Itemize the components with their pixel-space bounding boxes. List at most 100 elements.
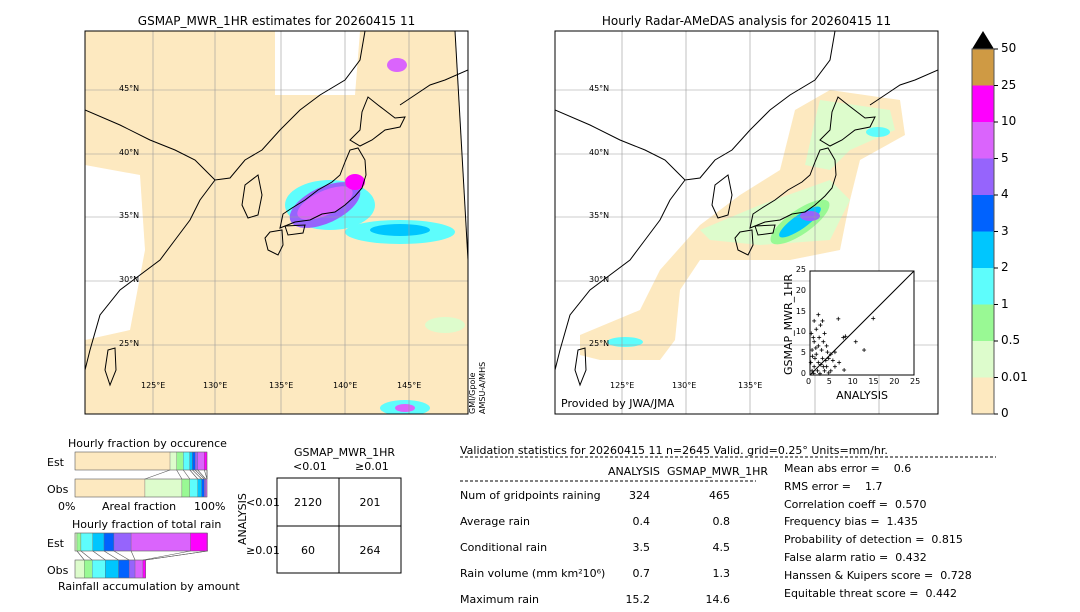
lat-label: 45°N: [119, 84, 140, 93]
fraction-segment: [74, 559, 85, 579]
scatter-point: [813, 345, 818, 350]
lon-label: 135°E: [738, 381, 763, 390]
scatter-point: [817, 335, 822, 340]
fraction-segment: [74, 478, 146, 498]
lat-label: 35°N: [589, 211, 610, 220]
stat-label: Num of gridpoints raining: [460, 489, 601, 502]
fraction-segment: [189, 451, 193, 471]
scatter-point: [817, 371, 822, 376]
lon-label: 130°E: [672, 381, 697, 390]
lon-label: 140°E: [333, 381, 358, 390]
scatter-point: [832, 350, 837, 355]
x-tick: 5: [826, 377, 832, 386]
scatter-point: [812, 364, 817, 369]
est-label: Est: [47, 456, 64, 469]
scatter-point: [836, 316, 841, 321]
fraction-segment: [76, 532, 82, 552]
scatter-point: [824, 343, 829, 348]
colorbar-tick: 0: [1001, 406, 1009, 420]
lon-label: 135°E: [269, 381, 294, 390]
lat-label: 25°N: [589, 339, 610, 348]
score: RMS error = 1.7: [784, 479, 883, 493]
fraction-segment: [142, 559, 146, 579]
fraction-segment: [113, 532, 132, 552]
stat-analysis: 15.2: [625, 593, 651, 606]
scatter-plot: [808, 270, 915, 376]
fraction-segment: [118, 559, 130, 579]
stat-label: Maximum rain: [460, 593, 539, 606]
scatter-point: [822, 368, 827, 373]
contingency-grid: [276, 477, 402, 574]
stat-label: Rain volume (mm km²10⁶): [460, 567, 606, 580]
fraction-segment: [105, 559, 119, 579]
scatter-point: [820, 318, 825, 323]
colorbar-tick: 2: [1001, 260, 1009, 274]
lat-label: 25°N: [119, 339, 140, 348]
y-tick: 5: [800, 348, 806, 358]
stat-label: Average rain: [460, 515, 530, 528]
obs-label: Obs: [47, 483, 69, 496]
scatter-point: [822, 331, 827, 336]
fraction-segment: [144, 478, 183, 498]
lat-label: 30°N: [589, 275, 610, 284]
fraction-segment: [204, 478, 206, 498]
score: False alarm ratio = 0.432: [784, 551, 927, 564]
col-label: ≥0.01: [355, 460, 389, 473]
stat-analysis: 324: [629, 489, 650, 502]
scatter-point: [826, 370, 831, 375]
obs-label: Obs: [47, 564, 69, 577]
stat-analysis: 0.4: [632, 515, 651, 528]
scatter-point: [843, 334, 848, 339]
colorbar-bin: [972, 122, 994, 159]
scatter-xlabel: ANALYSIS: [836, 389, 888, 402]
credit-label: Provided by JWA/JMA: [561, 397, 675, 410]
fraction-segment: [183, 451, 190, 471]
sensor-label: GMI/Gpole: [468, 372, 477, 414]
rain-title: Hourly fraction of total rain: [72, 518, 222, 531]
occurrence-xlabel: Areal fraction: [102, 500, 177, 513]
scatter-point: [842, 368, 847, 373]
scatter-point: [828, 352, 833, 357]
fraction-segment: [134, 559, 144, 579]
colorbar-bin: [972, 341, 994, 378]
lon-label: 125°E: [141, 381, 166, 390]
scatter-point: [814, 352, 819, 357]
y-tick: 0: [800, 369, 806, 378]
fraction-segment: [176, 451, 184, 471]
scatter-point: [862, 348, 867, 353]
fraction-segment: [204, 451, 208, 471]
scatter-point: [853, 339, 858, 344]
scatter-point: [818, 362, 823, 367]
score: Probability of detection = 0.815: [784, 533, 963, 547]
x-tick-100: 100%: [194, 500, 226, 513]
scatter-point: [825, 350, 830, 355]
lat-label: 30°N: [119, 275, 140, 284]
scatter-point: [821, 339, 826, 344]
x-tick: 15: [868, 377, 879, 386]
scatter-point: [812, 318, 817, 323]
scatter-point: [810, 348, 815, 353]
stat-gsmap: 4.5: [712, 541, 731, 554]
lon-label: 130°E: [203, 381, 228, 390]
row-label: ≥0.01: [246, 544, 280, 557]
scatter-point: [816, 343, 821, 348]
left-map: [85, 31, 468, 414]
colorbar-tick: 4: [1001, 187, 1009, 201]
colorbar-tick: 50: [1001, 41, 1017, 55]
scatter-point: [809, 331, 814, 336]
scatter-point: [871, 316, 876, 321]
scatter-point: [837, 360, 842, 365]
left-map-title: GSMAP_MWR_1HR estimates for 20260415 11: [137, 14, 416, 28]
scatter-point: [812, 339, 817, 344]
scatter-point: [816, 312, 821, 317]
stats-header: Validation statistics for 20260415 11 n=…: [460, 444, 888, 457]
scatter-point: [811, 371, 816, 376]
colorbar-bin: [972, 49, 994, 86]
scatter-point: [841, 335, 846, 340]
scatter-point: [820, 356, 825, 361]
rain-xlabel: Rainfall accumulation by amount: [58, 580, 240, 593]
lat-label: 40°N: [589, 148, 610, 157]
fraction-segment: [92, 532, 105, 552]
